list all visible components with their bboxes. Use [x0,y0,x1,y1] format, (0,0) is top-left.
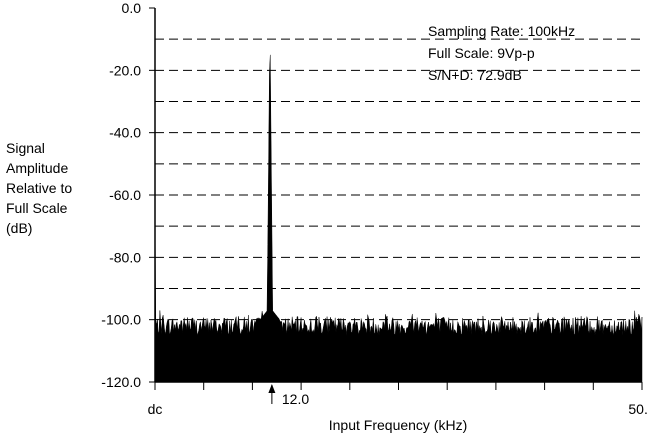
x-axis-title: Input Frequency (kHz) [329,417,468,433]
spectrum-area [154,54,643,383]
annotation-full-scale: Full Scale: 9Vp-p [428,45,535,61]
x-tick-label: 12.0 [282,391,309,407]
y-axis-title-line: Relative to [6,180,73,196]
y-axis-title-line: (dB) [6,220,33,236]
y-axis-title-line: Amplitude [6,160,69,176]
x-axis-ticks: dc 12.0 50.0 [148,382,647,417]
annotation-sampling-rate: Sampling Rate: 100kHz [428,23,576,39]
marker-arrow-head [268,384,276,393]
y-axis-title: Signal Amplitude Relative to Full Scale … [6,138,106,238]
y-tick-label: -60.0 [109,187,141,203]
y-axis-title-line: Signal [6,140,45,156]
spectrum-fill [154,54,643,383]
y-tick-label: -80.0 [109,249,141,265]
y-tick-label: -40.0 [109,125,141,141]
y-tick-label: -100.0 [101,312,141,328]
y-tick-label: 0.0 [122,0,142,16]
y-tick-label: -120.0 [101,374,141,390]
annotation-box: Sampling Rate: 100kHz Full Scale: 9Vp-p … [428,20,575,86]
annotation-snd: S/N+D: 72.9dB [428,67,522,83]
y-tick-label: -20.0 [109,62,141,78]
y-axis-title-line: Full Scale [6,200,68,216]
y-axis-ticks: 0.0 -20.0 -40.0 -60.0 -80.0 -100.0 -120.0 [101,0,155,390]
x-tick-label: dc [148,401,163,417]
x-tick-label: 50.0 [628,401,647,417]
